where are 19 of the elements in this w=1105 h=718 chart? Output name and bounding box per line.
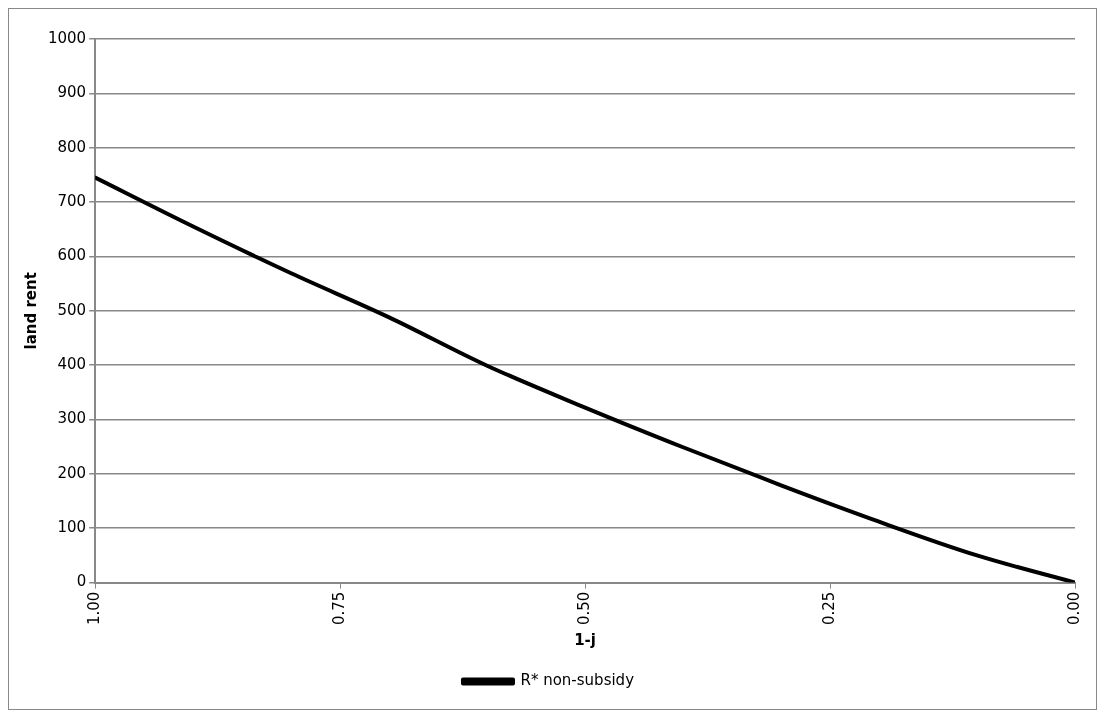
y-tick-label: 0 bbox=[76, 572, 87, 591]
x-tick-label: 0.50 bbox=[574, 591, 593, 626]
y-tick-label: 700 bbox=[57, 191, 87, 210]
y-tick-label: 400 bbox=[57, 355, 87, 374]
y-tick-label: 600 bbox=[57, 246, 87, 265]
x-tick-label: 0.25 bbox=[819, 591, 838, 626]
x-tick-label: 1.00 bbox=[85, 591, 104, 626]
y-axis-title: land rent bbox=[21, 272, 40, 350]
x-tick-label: 0.00 bbox=[1064, 591, 1083, 626]
y-tick-label: 500 bbox=[57, 300, 87, 319]
legend-label: R* non-subsidy bbox=[520, 671, 635, 690]
y-tick-label: 900 bbox=[57, 83, 87, 102]
x-tick-label: 0.75 bbox=[330, 591, 349, 626]
y-tick-label: 800 bbox=[57, 137, 87, 156]
y-tick-label: 300 bbox=[57, 409, 87, 428]
y-tick-label: 1000 bbox=[47, 28, 87, 47]
y-tick-label: 200 bbox=[57, 463, 87, 482]
x-axis-title: 1-j bbox=[574, 630, 596, 649]
y-tick-label: 100 bbox=[57, 518, 87, 537]
